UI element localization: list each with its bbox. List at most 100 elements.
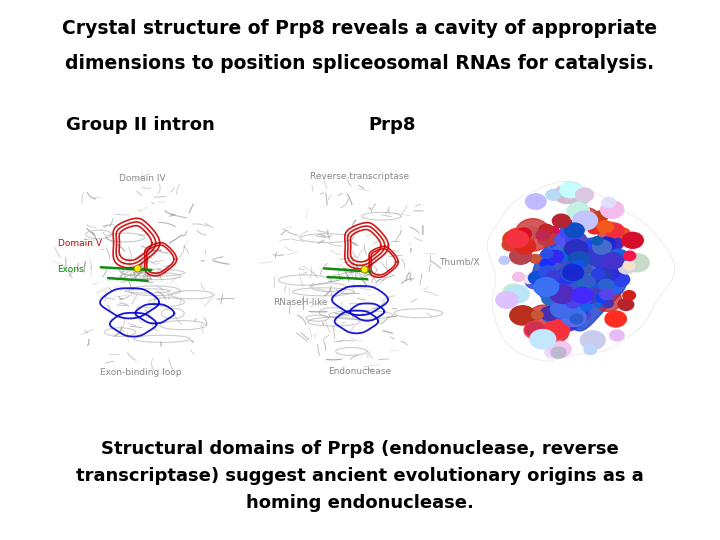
Circle shape bbox=[558, 282, 576, 295]
Circle shape bbox=[564, 264, 578, 274]
Circle shape bbox=[558, 272, 571, 281]
Circle shape bbox=[541, 293, 559, 305]
Circle shape bbox=[539, 224, 553, 235]
Circle shape bbox=[618, 261, 635, 274]
Circle shape bbox=[539, 265, 564, 284]
Circle shape bbox=[588, 224, 601, 234]
Circle shape bbox=[510, 248, 531, 264]
Circle shape bbox=[551, 341, 571, 357]
Circle shape bbox=[541, 257, 564, 274]
Circle shape bbox=[538, 232, 557, 246]
Circle shape bbox=[499, 256, 510, 264]
Circle shape bbox=[567, 288, 580, 298]
Circle shape bbox=[559, 217, 582, 234]
Polygon shape bbox=[487, 181, 675, 361]
Circle shape bbox=[540, 259, 554, 269]
Text: Crystal structure of Prp8 reveals a cavity of appropriate: Crystal structure of Prp8 reveals a cavi… bbox=[63, 19, 657, 38]
Circle shape bbox=[502, 239, 518, 251]
Circle shape bbox=[555, 284, 569, 294]
Circle shape bbox=[562, 265, 583, 280]
Polygon shape bbox=[574, 208, 600, 230]
Circle shape bbox=[582, 262, 600, 276]
Circle shape bbox=[566, 266, 580, 276]
Circle shape bbox=[580, 274, 605, 293]
Circle shape bbox=[556, 269, 576, 284]
Polygon shape bbox=[515, 219, 551, 251]
Circle shape bbox=[572, 260, 588, 272]
Circle shape bbox=[547, 250, 563, 262]
Circle shape bbox=[557, 268, 577, 283]
Circle shape bbox=[622, 232, 643, 248]
Text: Domain IV: Domain IV bbox=[119, 174, 165, 183]
Circle shape bbox=[624, 251, 636, 260]
Polygon shape bbox=[532, 238, 627, 331]
Circle shape bbox=[561, 293, 576, 305]
Circle shape bbox=[568, 286, 583, 298]
Circle shape bbox=[608, 249, 629, 265]
Circle shape bbox=[554, 185, 579, 204]
Circle shape bbox=[531, 271, 552, 286]
Circle shape bbox=[592, 237, 603, 245]
Circle shape bbox=[526, 194, 546, 209]
Text: dimensions to position spliceosomal RNAs for catalysis.: dimensions to position spliceosomal RNAs… bbox=[66, 54, 654, 73]
Circle shape bbox=[557, 315, 579, 331]
Circle shape bbox=[534, 284, 544, 291]
Circle shape bbox=[575, 188, 593, 201]
Circle shape bbox=[548, 266, 567, 280]
Circle shape bbox=[531, 310, 543, 319]
Circle shape bbox=[567, 202, 590, 219]
Circle shape bbox=[593, 211, 608, 222]
Circle shape bbox=[547, 344, 564, 356]
Circle shape bbox=[531, 312, 541, 320]
Circle shape bbox=[550, 285, 575, 303]
Circle shape bbox=[614, 228, 631, 240]
Circle shape bbox=[559, 265, 577, 279]
Circle shape bbox=[592, 256, 608, 268]
Circle shape bbox=[564, 240, 588, 257]
Circle shape bbox=[539, 266, 557, 279]
Circle shape bbox=[578, 266, 598, 281]
Circle shape bbox=[598, 238, 616, 251]
Circle shape bbox=[515, 239, 536, 254]
Circle shape bbox=[564, 222, 582, 236]
Circle shape bbox=[544, 258, 559, 269]
Circle shape bbox=[541, 249, 553, 258]
Circle shape bbox=[581, 248, 606, 267]
Circle shape bbox=[567, 271, 579, 280]
Circle shape bbox=[569, 252, 590, 267]
Circle shape bbox=[562, 308, 586, 327]
Circle shape bbox=[548, 286, 563, 297]
Circle shape bbox=[560, 227, 575, 239]
Circle shape bbox=[528, 272, 546, 285]
Circle shape bbox=[541, 276, 559, 290]
Circle shape bbox=[605, 223, 624, 238]
Circle shape bbox=[544, 284, 555, 292]
Circle shape bbox=[564, 264, 578, 274]
Circle shape bbox=[567, 269, 582, 280]
Circle shape bbox=[612, 273, 630, 286]
Circle shape bbox=[626, 254, 649, 272]
Circle shape bbox=[582, 276, 594, 285]
Circle shape bbox=[569, 258, 585, 271]
Text: transcriptase) suggest ancient evolutionary origins as a: transcriptase) suggest ancient evolution… bbox=[76, 467, 644, 485]
Circle shape bbox=[542, 308, 562, 323]
Circle shape bbox=[552, 295, 564, 304]
Circle shape bbox=[554, 264, 573, 278]
Circle shape bbox=[529, 254, 541, 263]
Circle shape bbox=[570, 240, 594, 257]
Circle shape bbox=[564, 265, 585, 280]
Circle shape bbox=[561, 221, 583, 238]
Circle shape bbox=[562, 244, 579, 256]
Circle shape bbox=[525, 274, 545, 289]
Circle shape bbox=[558, 296, 569, 303]
Circle shape bbox=[599, 279, 614, 291]
Circle shape bbox=[575, 274, 586, 283]
Circle shape bbox=[503, 284, 523, 299]
Circle shape bbox=[530, 329, 556, 349]
Circle shape bbox=[602, 253, 624, 269]
Circle shape bbox=[592, 292, 608, 305]
Circle shape bbox=[602, 197, 616, 207]
Circle shape bbox=[605, 311, 626, 327]
Circle shape bbox=[559, 290, 572, 300]
Circle shape bbox=[618, 299, 634, 310]
